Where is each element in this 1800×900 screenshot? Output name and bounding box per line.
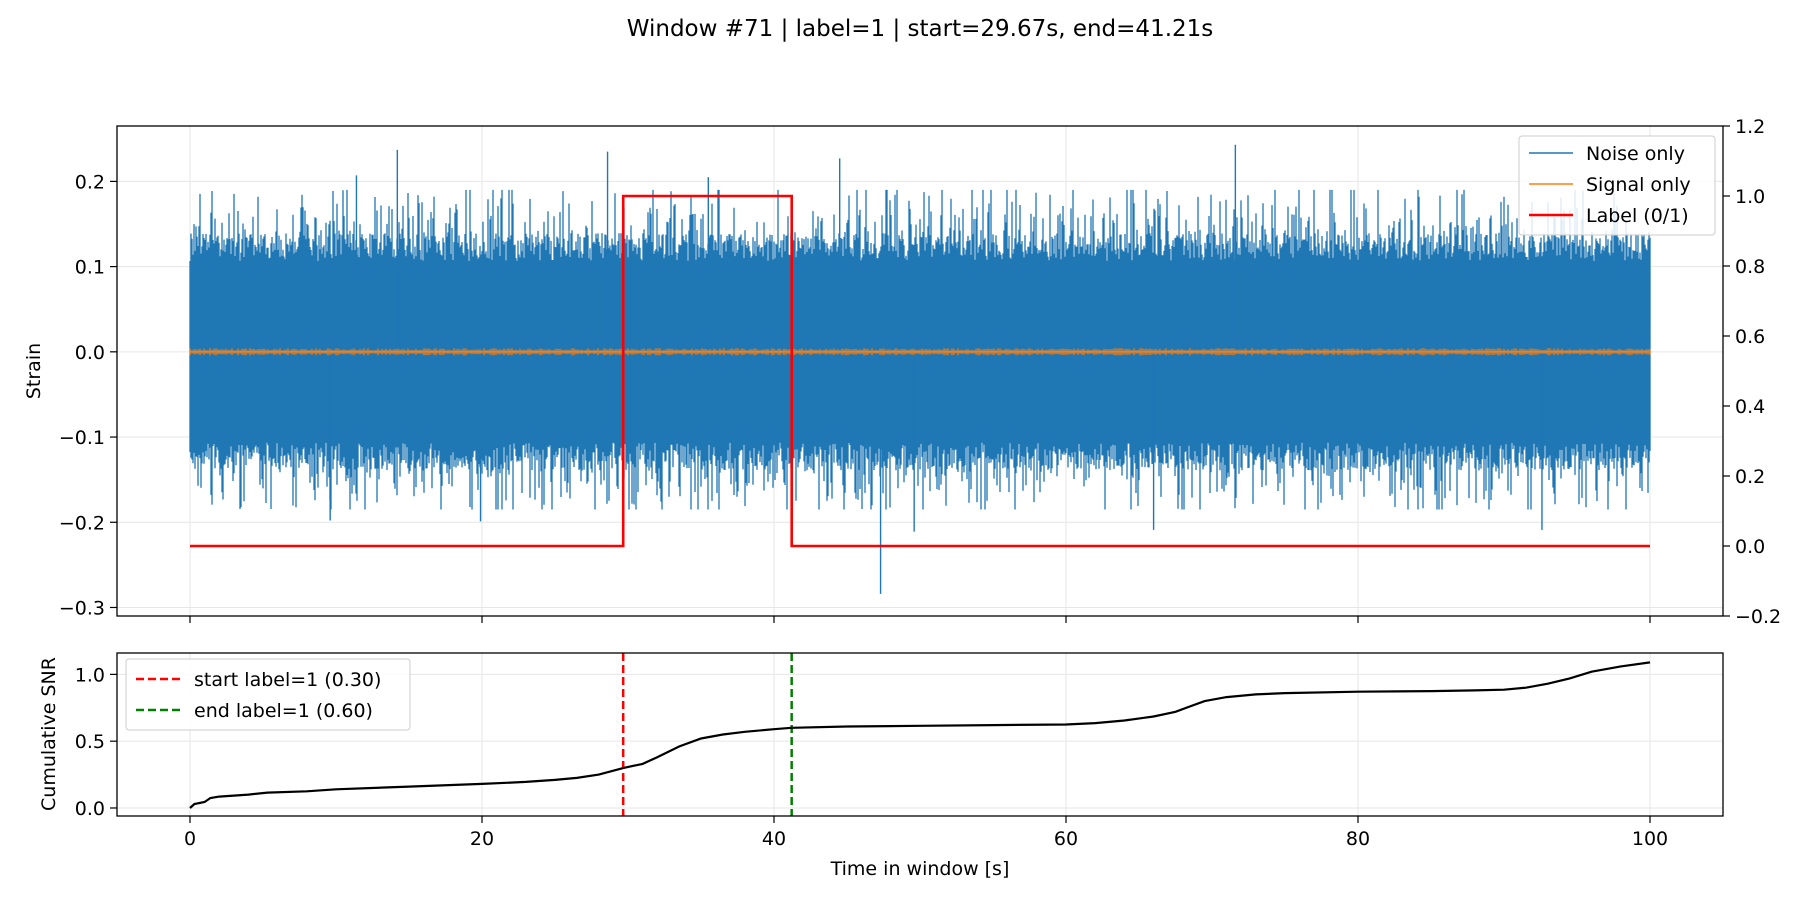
snr-x-axis: 0 20 40 60 80 100 [184, 816, 1668, 850]
strain-x-axis [189, 616, 1651, 623]
snr-y-tick-label: 0.5 [75, 731, 105, 753]
label-y-tick-label: 0.2 [1735, 466, 1765, 488]
strain-y-tick-label: −0.2 [59, 512, 105, 534]
legend-start-label: start label=1 (0.30) [194, 669, 381, 691]
label-y-tick-label: 0.8 [1735, 256, 1765, 278]
label-step-line [190, 194, 1650, 548]
snr-y-axis: 0.0 0.5 1.0 [75, 664, 117, 820]
label-y-tick-label: −0.2 [1735, 606, 1781, 628]
figure-title: Window #71 | label=1 | start=29.67s, end… [627, 16, 1214, 42]
strain-legend-box [1518, 135, 1716, 236]
legend-end-label: end label=1 (0.60) [194, 700, 373, 722]
strain-y-tick-label: 0.1 [75, 257, 105, 279]
noise-series [189, 144, 1651, 594]
snr-x-tick-label: 80 [1346, 828, 1370, 850]
legend-label-label: Label (0/1) [1586, 205, 1689, 227]
cumulative-snr-plot: 0.0 0.5 1.0 0 20 40 60 80 100 Cumulative SNR Ti… [38, 652, 1724, 880]
strain-plot: −0.3 −0.2 −0.1 0.0 0.1 0.2 −0.2 0.0 0.2 0.4 0.6 0.… [23, 116, 1781, 628]
legend-signal-label: Signal only [1586, 174, 1691, 196]
snr-x-tick-label: 60 [1054, 828, 1078, 850]
strain-y-tick-label: 0.0 [75, 342, 105, 364]
strain-axis-label: Strain [23, 343, 45, 399]
snr-grid [117, 653, 1723, 816]
strain-y-axis: −0.3 −0.2 −0.1 0.0 0.1 0.2 [59, 171, 117, 619]
legend-noise-label: Noise only [1586, 143, 1685, 165]
signal-series [189, 348, 1651, 356]
snr-x-tick-label: 20 [470, 828, 494, 850]
strain-plot-frame [116, 125, 1724, 617]
label-y-tick-label: 0.4 [1735, 396, 1765, 418]
snr-x-tick-label: 100 [1632, 828, 1668, 850]
snr-y-tick-label: 0.0 [75, 798, 105, 820]
snr-y-tick-label: 1.0 [75, 664, 105, 686]
snr-x-tick-label: 40 [762, 828, 786, 850]
snr-legend: start label=1 (0.30) end label=1 (0.60) [125, 658, 411, 731]
snr-legend-box [125, 658, 411, 731]
label-y-tick-label: 0.0 [1735, 536, 1765, 558]
snr-axis-label: Cumulative SNR [38, 657, 60, 811]
strain-legend: Noise only Signal only Label (0/1) [1518, 135, 1716, 236]
snr-vlines [621, 653, 793, 816]
cumulative-snr-line [189, 661, 1651, 809]
label-y-tick-label: 0.6 [1735, 326, 1765, 348]
snr-x-tick-label: 0 [184, 828, 196, 850]
label-y-tick-label: 1.0 [1735, 186, 1765, 208]
strain-y-tick-label: 0.2 [75, 171, 105, 193]
snr-plot-frame [116, 652, 1724, 817]
label-series [190, 194, 1650, 548]
strain-y-tick-label: −0.1 [59, 427, 105, 449]
label-y-tick-label: 1.2 [1735, 116, 1765, 138]
strain-y-tick-label: −0.3 [59, 597, 105, 619]
snr-series [189, 661, 1651, 809]
label-y-axis: −0.2 0.0 0.2 0.4 0.6 0.8 1.0 1.2 [1723, 116, 1781, 628]
time-axis-label: Time in window [s] [830, 858, 1010, 880]
